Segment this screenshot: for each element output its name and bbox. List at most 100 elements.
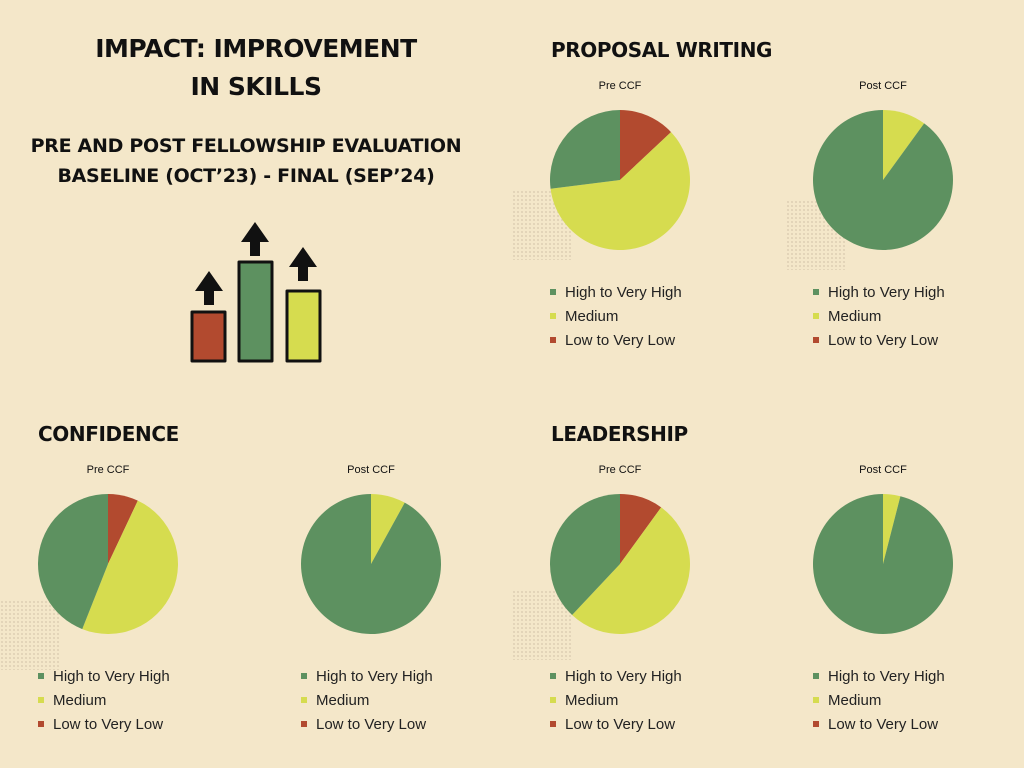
legend-label: Low to Very Low	[316, 715, 427, 733]
legend-item: Medium	[301, 688, 433, 712]
legend-swatch	[550, 313, 556, 319]
legend-label: Medium	[53, 691, 107, 709]
legend-label: Low to Very Low	[53, 715, 164, 733]
pie-slice-high	[550, 110, 620, 189]
legend-item: Medium	[550, 304, 682, 328]
pie-svg	[301, 494, 441, 634]
arrow-up-icon	[289, 247, 317, 281]
legend-label: High to Very High	[828, 667, 945, 685]
pie-chart-proposal-post: Post CCF High to Very High Medium Low to Ve…	[813, 80, 1024, 370]
legend-swatch	[813, 313, 819, 319]
legend-item: High to Very High	[550, 664, 682, 688]
chart-title: Post CCF	[347, 464, 395, 476]
legend-swatch	[813, 721, 819, 727]
title-line-2: IN SKILLS	[190, 72, 322, 101]
chart-legend: High to Very High Medium Low to Very Low	[550, 280, 682, 352]
legend-label: Medium	[565, 691, 619, 709]
legend-swatch	[550, 697, 556, 703]
title-line-1: IMPACT: IMPROVEMENT	[95, 34, 417, 63]
pie-chart-proposal-pre: Pre CCF High to Very High Medium Low to Ver…	[550, 80, 790, 370]
page-subtitle: PRE AND POST FELLOWSHIP EVALUATION BASEL…	[20, 131, 472, 191]
pie-slice-medium	[883, 110, 925, 180]
pie-slice-medium	[550, 132, 690, 250]
pie-svg	[813, 494, 953, 634]
chart-legend: High to Very High Medium Low to Very Low	[813, 664, 945, 736]
legend-swatch	[813, 337, 819, 343]
pie-slice-high	[550, 494, 620, 616]
pie-slice-high	[813, 110, 953, 250]
legend-item: High to Very High	[301, 664, 433, 688]
pie-chart-confidence-post: Post CCF High to Very High Medium Low to Ve…	[301, 464, 541, 754]
chart-title: Pre CCF	[598, 80, 642, 92]
section-title-proposal-writing: PROPOSAL WRITING	[551, 38, 773, 62]
legend-swatch	[550, 337, 556, 343]
pie-slice-medium	[572, 507, 690, 634]
pie-slice-low	[620, 494, 662, 564]
chart-legend: High to Very High Medium Low to Very Low	[813, 280, 945, 352]
chart-title: Post CCF	[859, 80, 907, 92]
pie-slice-high	[38, 494, 108, 630]
legend-item: Low to Very Low	[38, 712, 170, 736]
legend-item: Medium	[550, 688, 682, 712]
pie-svg	[550, 110, 690, 250]
legend-swatch	[813, 697, 819, 703]
chart-legend: High to Very High Medium Low to Very Low	[301, 664, 433, 736]
legend-item: Medium	[38, 688, 170, 712]
legend-swatch	[550, 673, 556, 679]
legend-item: Medium	[813, 304, 945, 328]
legend-item: Low to Very Low	[550, 328, 682, 352]
growth-bars-illustration	[190, 222, 322, 363]
legend-item: High to Very High	[813, 664, 945, 688]
legend-label: High to Very High	[53, 667, 170, 685]
pie-slice-medium	[371, 494, 405, 564]
arrow-up-icon	[195, 271, 223, 305]
section-title-leadership: LEADERSHIP	[551, 422, 688, 446]
pie-slice-high	[813, 494, 953, 634]
legend-label: High to Very High	[565, 667, 682, 685]
legend-swatch	[550, 721, 556, 727]
pie-slice-medium	[883, 494, 901, 564]
section-title-confidence: CONFIDENCE	[38, 422, 179, 446]
legend-label: Medium	[828, 307, 882, 325]
subtitle-line-2: BASELINE (OCT’23) - FINAL (SEP’24)	[57, 165, 435, 187]
pie-svg	[550, 494, 690, 634]
legend-label: Low to Very Low	[565, 715, 676, 733]
legend-label: High to Very High	[565, 283, 682, 301]
legend-item: High to Very High	[550, 280, 682, 304]
arrow-up-icon	[241, 222, 269, 256]
chart-legend: High to Very High Medium Low to Very Low	[38, 664, 170, 736]
pie-svg	[813, 110, 953, 250]
illus-bar-yellow	[285, 289, 322, 363]
legend-swatch	[813, 673, 819, 679]
legend-label: High to Very High	[316, 667, 433, 685]
legend-label: Low to Very Low	[828, 715, 939, 733]
legend-swatch	[301, 673, 307, 679]
legend-item: Low to Very Low	[301, 712, 433, 736]
pie-slice-low	[108, 494, 138, 564]
legend-label: High to Very High	[828, 283, 945, 301]
pie-chart-confidence-pre: Pre CCF High to Very High Medium Low to Ver…	[38, 464, 278, 754]
legend-item: High to Very High	[38, 664, 170, 688]
legend-swatch	[38, 697, 44, 703]
dot-texture	[0, 600, 60, 670]
chart-legend: High to Very High Medium Low to Very Low	[550, 664, 682, 736]
legend-item: Medium	[813, 688, 945, 712]
legend-item: Low to Very Low	[813, 712, 945, 736]
legend-swatch	[550, 289, 556, 295]
legend-label: Low to Very Low	[565, 331, 676, 349]
pie-svg	[38, 494, 178, 634]
legend-swatch	[38, 721, 44, 727]
pie-slice-low	[620, 110, 672, 180]
illus-bar-green	[237, 260, 274, 363]
legend-item: High to Very High	[813, 280, 945, 304]
legend-label: Medium	[565, 307, 619, 325]
pie-chart-leadership-pre: Pre CCF High to Very High Medium Low to Ver…	[550, 464, 790, 754]
legend-swatch	[301, 697, 307, 703]
pie-slice-medium	[82, 500, 178, 634]
legend-item: Low to Very Low	[550, 712, 682, 736]
chart-title: Post CCF	[859, 464, 907, 476]
legend-swatch	[301, 721, 307, 727]
chart-title: Pre CCF	[86, 464, 130, 476]
page-title: IMPACT: IMPROVEMENT IN SKILLS	[60, 30, 452, 106]
legend-label: Low to Very Low	[828, 331, 939, 349]
